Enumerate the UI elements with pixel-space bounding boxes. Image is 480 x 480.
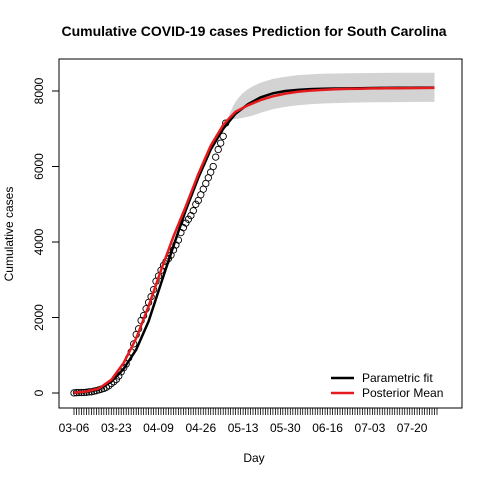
observed-point xyxy=(209,162,217,171)
legend-posterior-label: Posterior Mean xyxy=(362,386,443,400)
y-axis-label: Cumulative cases xyxy=(2,187,16,282)
observed-point xyxy=(184,215,193,223)
observed-point xyxy=(222,119,230,127)
x-tick-label: 05-30 xyxy=(270,421,301,435)
x-tick-label: 04-26 xyxy=(185,421,216,435)
y-axis: 0 2000 4000 6000 8000 xyxy=(32,77,60,396)
x-tick-label: 06-16 xyxy=(312,421,343,435)
y-tick-label: 8000 xyxy=(32,77,46,104)
parametric-fit-line xyxy=(73,86,435,394)
x-tick-label: 03-06 xyxy=(59,421,90,435)
observed-point xyxy=(179,224,188,232)
y-tick-label: 0 xyxy=(32,389,46,396)
x-tick-label: 03-23 xyxy=(101,421,132,435)
legend-parametric-label: Parametric fit xyxy=(362,371,433,385)
observed-point xyxy=(217,139,225,147)
x-axis: 03-06 03-23 04-09 04-26 05-13 05-30 06-16 07-03… xyxy=(59,407,438,435)
observed-point xyxy=(212,153,220,161)
y-tick-label: 4000 xyxy=(32,228,46,255)
observed-point xyxy=(214,145,222,154)
observed-point xyxy=(174,236,183,244)
x-axis-label: Day xyxy=(243,451,264,465)
x-tick-label: 07-20 xyxy=(397,421,428,435)
y-tick-label: 2000 xyxy=(32,304,46,331)
x-tick-label: 07-03 xyxy=(355,421,386,435)
plot-area xyxy=(70,72,435,397)
observed-point xyxy=(192,200,200,208)
observed-point xyxy=(182,219,190,227)
posterior-mean-line xyxy=(73,86,435,394)
chart-title: Cumulative COVID-19 cases Prediction for… xyxy=(61,23,446,39)
observed-point xyxy=(219,132,227,140)
x-tick-label: 04-09 xyxy=(143,421,174,435)
y-tick-label: 6000 xyxy=(32,153,46,180)
credible-band xyxy=(225,72,435,124)
x-tick-label: 05-13 xyxy=(228,421,259,435)
legend: Parametric fit Posterior Mean xyxy=(331,371,443,400)
observed-point xyxy=(189,207,197,215)
